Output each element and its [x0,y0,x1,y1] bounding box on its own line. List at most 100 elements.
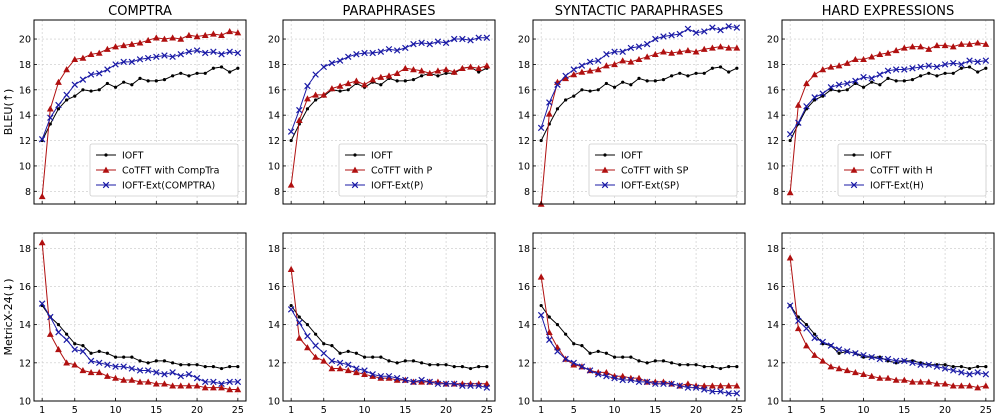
data-point-ioft [564,332,568,336]
data-point-cotft [851,55,859,63]
legend-marker-ioft [852,153,856,157]
data-point-ext [652,35,659,43]
data-point-cotft [128,376,136,383]
data-point-ioft [371,355,375,359]
series-cotft [786,254,990,391]
data-point-ioft [943,363,947,367]
data-point-cotft [369,372,377,379]
data-point-ioft [710,66,714,70]
data-point-ext [63,91,70,99]
data-point-ext [537,124,545,132]
data-point-cotft [917,378,925,385]
data-point-ext [234,378,242,386]
data-point-ext [71,81,78,88]
data-point-ioft [694,71,698,75]
data-point-ext [55,101,62,109]
data-point-cotft [467,63,474,70]
data-point-cotft [725,44,733,51]
data-point-cotft [483,62,491,69]
data-point-ext [819,90,826,97]
data-point-cotft [393,69,401,77]
data-point-ext [96,70,103,77]
data-point-cotft [811,351,819,358]
axes-frame [282,19,496,205]
data-point-ext [451,380,458,388]
data-point-cotft [161,35,168,42]
y-tick-label: 10 [19,161,31,172]
data-point-cotft [884,49,892,56]
data-point-ext [925,62,932,69]
data-point-cotft [835,62,843,69]
data-point-ext [459,382,466,389]
data-point-ext [161,52,168,59]
legend-box [338,143,488,197]
data-point-cotft [312,91,320,98]
data-point-cotft [320,357,328,364]
data-point-cotft [982,382,990,389]
data-point-cotft [393,376,401,383]
data-point-ioft [154,359,158,363]
data-point-cotft [900,376,908,383]
data-point-ioft [105,351,109,355]
data-point-ioft [686,363,690,367]
data-point-cotft [949,382,957,389]
data-point-ioft [829,88,833,92]
data-point-cotft [112,374,119,381]
series-ioft [539,303,739,371]
data-point-ioft [187,74,191,78]
data-point-ioft [97,349,101,353]
data-point-ioft [629,355,633,359]
data-point-ext [312,342,319,349]
data-point-ioft [411,359,416,363]
data-point-ext [475,34,482,41]
axes-frame [282,232,496,402]
x-tick-label: 25 [232,405,244,416]
x-tick-label: 15 [150,405,162,416]
data-point-ext [884,67,892,74]
data-point-ext [660,33,667,40]
data-point-ext [627,44,635,52]
data-point-ioft [113,85,118,89]
data-point-ext [827,342,835,349]
data-point-cotft [708,382,716,389]
bleu-panel-paraphrases: 8 10 12 14 16 18 20 IOFT CoTFT with P IOFT-Ext(P) [268,19,496,205]
y-tick-label: 16 [19,282,31,293]
series-cotft [287,265,491,387]
data-point-cotft [169,382,177,389]
data-point-cotft [209,30,217,37]
data-point-ext [320,350,327,357]
series-cotft [38,239,242,393]
data-point-ext [38,136,46,143]
data-point-ioft [861,85,866,89]
data-point-ioft [870,80,874,84]
data-point-ext [554,81,561,88]
data-point-ioft [967,65,972,69]
data-point-ioft [97,88,101,92]
y-tick-label: 12 [767,136,779,147]
y-tick-label: 14 [767,320,779,331]
data-point-ext [336,57,344,64]
data-point-ioft [236,66,240,70]
data-point-ext [652,380,659,388]
legend-marker-ioft [104,153,108,157]
data-point-ext [234,49,242,57]
data-point-ext [353,51,360,58]
data-point-ioft [346,88,350,92]
data-point-ioft [718,366,723,371]
data-point-ioft [411,78,416,82]
data-point-ext [684,25,692,33]
data-point-ext [120,363,127,370]
data-point-cotft [827,63,835,70]
data-point-cotft [819,357,827,364]
data-point-ioft [322,342,326,346]
data-point-ioft [195,71,199,75]
data-point-ioft [837,351,841,355]
data-point-ext [128,58,136,66]
data-point-ext [595,371,602,378]
series-cotft [537,273,741,389]
data-point-cotft [819,66,827,73]
data-point-cotft [860,370,867,377]
data-point-ext [982,371,990,378]
data-point-ioft [612,85,617,89]
